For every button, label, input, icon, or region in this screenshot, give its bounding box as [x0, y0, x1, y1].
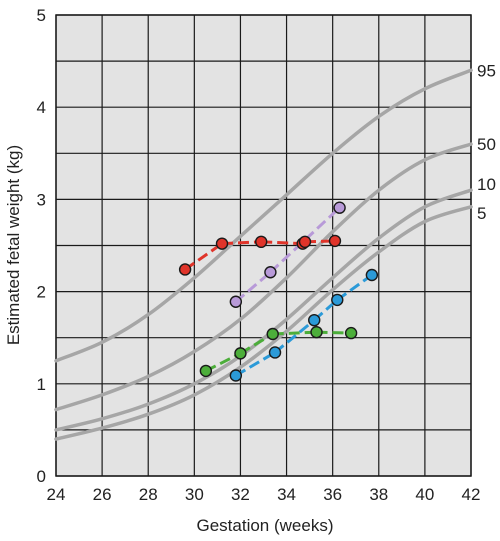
plot-frame: [55, 14, 472, 477]
series-4-point: [199, 364, 213, 378]
y-tick-label: 4: [37, 98, 46, 117]
series-2-segment: [234, 271, 272, 303]
centile-label-10: 10: [477, 175, 496, 194]
series-2-point: [229, 295, 243, 308]
x-tick-label: 24: [47, 485, 66, 504]
y-axis-ticks: 0 1 2 3 4 5: [37, 6, 46, 486]
plot-area: [55, 14, 472, 477]
series-1-segment: [184, 242, 223, 271]
series-3-point: [331, 293, 344, 307]
series-1-segment: [261, 240, 303, 246]
series-1-point: [178, 263, 192, 276]
centile-label-5: 5: [477, 204, 486, 223]
series-2-point: [333, 201, 346, 214]
series-4-segment: [239, 332, 274, 355]
centile-curve-10: [54, 188, 473, 432]
series-3-point: [365, 268, 379, 282]
centile-curve-95: [54, 68, 473, 363]
series-1-segment: [221, 240, 262, 246]
series-4-segment: [272, 330, 317, 336]
series-3-segment: [235, 351, 276, 377]
series-4-segment: [205, 352, 242, 373]
centile-curve-5: [54, 205, 473, 441]
series-1-point: [298, 235, 312, 249]
series-3-segment: [274, 319, 316, 354]
x-tick-label: 34: [277, 485, 296, 504]
series-4-point: [344, 326, 358, 340]
y-tick-label: 5: [37, 6, 46, 25]
series-1-point: [328, 234, 342, 248]
series-3-point: [268, 346, 282, 359]
x-axis-ticks: 24 26 28 30 32 34 36 38 40 42: [47, 485, 481, 504]
series-points: [178, 201, 379, 382]
x-tick-label: 32: [231, 485, 250, 504]
series-4-point: [266, 327, 279, 341]
centile-curves: [54, 68, 473, 441]
series-4-point: [234, 347, 247, 360]
x-tick-label: 36: [323, 485, 342, 504]
y-tick-label: 0: [37, 467, 46, 486]
series-1-point: [215, 237, 229, 250]
series-3-point: [308, 313, 321, 327]
x-tick-label: 40: [415, 485, 434, 504]
series-2-point: [264, 266, 277, 279]
x-tick-label: 42: [462, 485, 481, 504]
series-1-point: [254, 235, 268, 249]
y-tick-label: 3: [37, 190, 46, 209]
centile-label-95: 95: [477, 61, 496, 80]
series-4-point: [310, 325, 323, 339]
y-axis-title: Estimated fetal weight (kg): [4, 145, 23, 345]
centile-label-50: 50: [477, 135, 496, 154]
centile-labels: 95 50 10 5: [477, 61, 496, 222]
x-tick-label: 30: [185, 485, 204, 504]
series-3-segment: [336, 273, 373, 302]
series-3-point: [229, 369, 243, 382]
x-tick-label: 38: [369, 485, 388, 504]
centile-curve-50: [54, 142, 473, 412]
x-axis-title: Gestation (weeks): [197, 516, 334, 535]
x-tick-label: 26: [93, 485, 112, 504]
y-tick-label: 2: [37, 283, 46, 302]
x-tick-label: 28: [139, 485, 158, 504]
y-tick-label: 1: [37, 375, 46, 394]
